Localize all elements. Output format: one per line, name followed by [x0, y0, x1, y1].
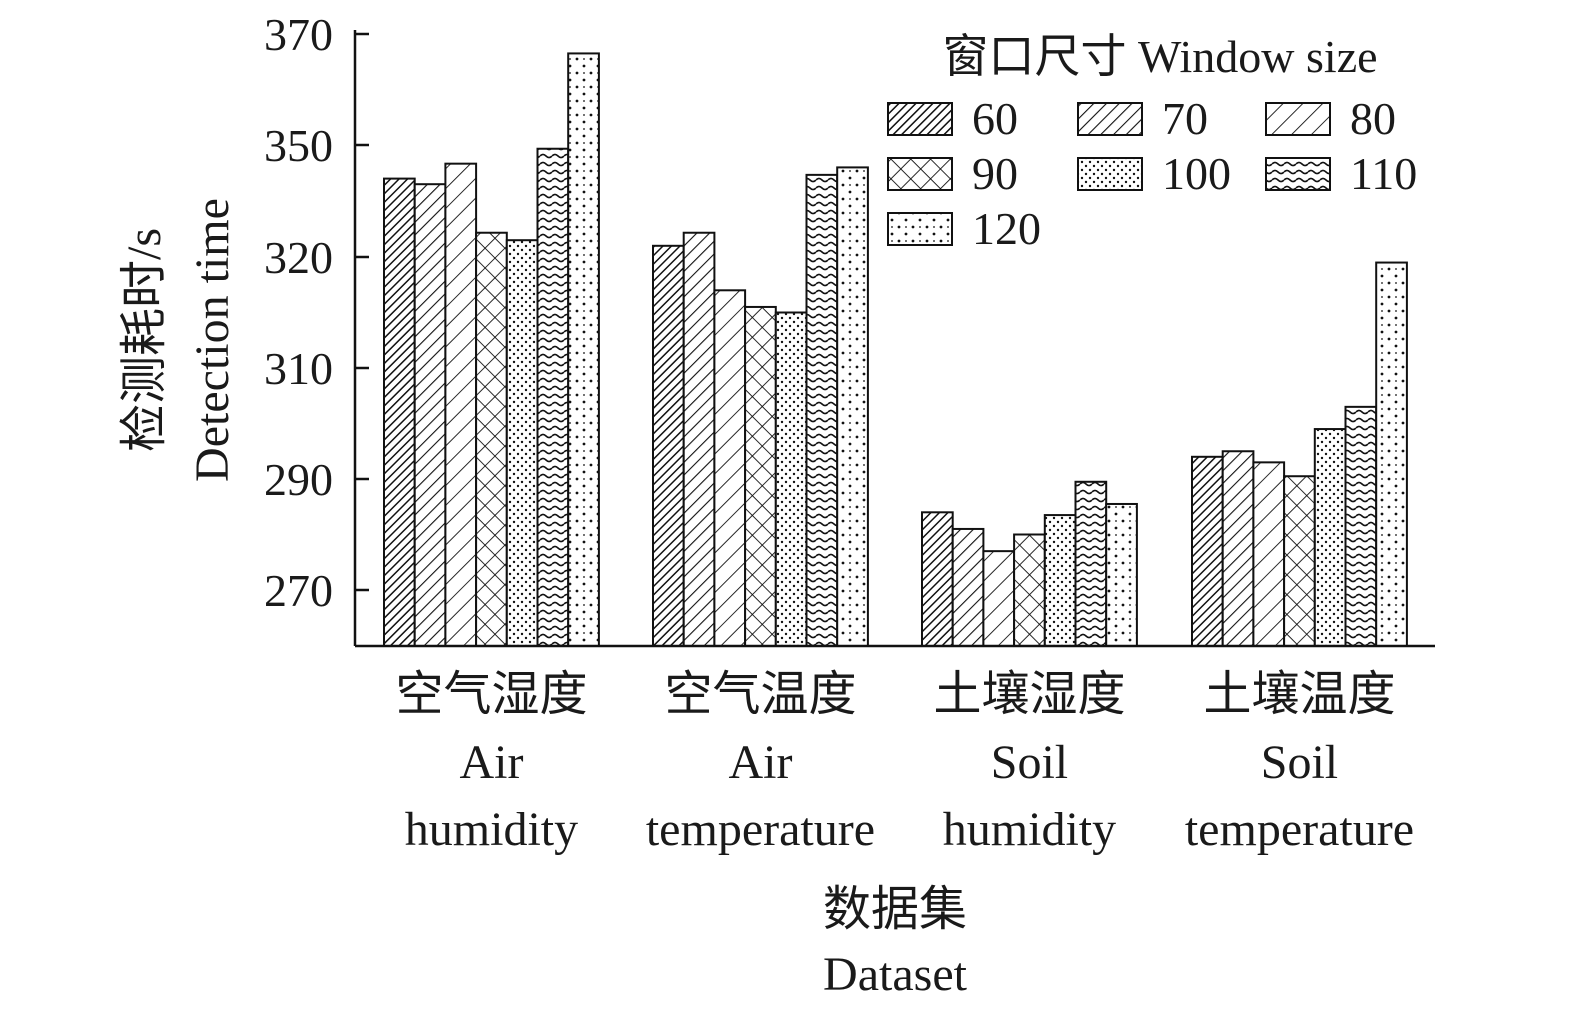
- legend-title: 窗口尺寸 Window size: [942, 31, 1377, 82]
- legend: 窗口尺寸 Window size 60 70 80 90 100 110 120: [887, 31, 1417, 254]
- bar-2-60: [652, 244, 685, 648]
- bar-1-100: [505, 239, 539, 647]
- bar-1-120: [567, 52, 600, 648]
- x-category-label-1-line-2: Air: [459, 736, 523, 789]
- legend-label-60: 60: [972, 93, 1018, 144]
- bar-4-90: [1283, 475, 1316, 647]
- y-axis-title: 检测耗时/s Detection time: [118, 198, 239, 482]
- y-axis-title-cn: 检测耗时/s: [118, 228, 171, 452]
- x-category-label-4-line-3: temperature: [1185, 803, 1414, 856]
- bar-2-120: [836, 166, 869, 647]
- y-ticks: 270 290 310 320 350 370: [264, 9, 369, 616]
- x-category-label-4-line-2: Soil: [1261, 736, 1338, 789]
- bar-1-60: [383, 177, 416, 647]
- legend-swatch-90: [887, 157, 953, 191]
- bar-3-110: [1074, 480, 1108, 647]
- bar-2-110: [805, 173, 839, 647]
- bar-2-80: [713, 289, 747, 647]
- bar-4-120: [1375, 261, 1408, 647]
- bar-4-80: [1252, 461, 1286, 647]
- legend-label-100: 100: [1162, 148, 1231, 199]
- x-axis-title-cn: 数据集: [823, 883, 967, 936]
- y-tick-label: 270: [264, 565, 333, 616]
- legend-swatch-60: [887, 102, 953, 136]
- x-category-label-2-line-1: 空气温度: [664, 668, 856, 721]
- bar-3-100: [1043, 514, 1077, 648]
- legend-swatch-100: [1077, 157, 1143, 191]
- legend-label-110: 110: [1350, 148, 1417, 199]
- bar-4-100: [1313, 428, 1347, 647]
- bar-1-80: [444, 162, 478, 648]
- bar-4-70: [1221, 450, 1255, 647]
- legend-label-120: 120: [972, 203, 1041, 254]
- x-category-label-2-line-3: temperature: [646, 803, 875, 856]
- y-tick-label: 310: [264, 343, 333, 394]
- bar-3-80: [982, 550, 1016, 648]
- bar-1-70: [413, 183, 447, 647]
- x-category-label-3-line-1: 土壤湿度: [933, 668, 1125, 721]
- x-category-labels: 空气湿度 Air humidity 空气温度 Air temperature 土壤湿度 Soi…: [395, 668, 1414, 856]
- legend-label-90: 90: [972, 148, 1018, 199]
- x-category-label-1-line-1: 空气湿度: [395, 668, 587, 721]
- x-category-label-3-line-2: Soil: [991, 736, 1068, 789]
- x-axis-title: 数据集 Dataset: [823, 883, 968, 1001]
- legend-swatch-110: [1265, 157, 1331, 191]
- bar-3-90: [1013, 533, 1046, 647]
- x-category-label-1-line-3: humidity: [405, 803, 578, 856]
- x-category-label-4-line-1: 土壤温度: [1203, 668, 1395, 721]
- legend-label-70: 70: [1162, 93, 1208, 144]
- legend-items: 60 70 80 90 100 110 120: [887, 93, 1417, 254]
- y-axis-title-en: Detection time: [186, 198, 239, 482]
- bar-4-60: [1191, 455, 1224, 647]
- bar-4-110: [1344, 405, 1378, 647]
- bar-1-110: [536, 147, 570, 647]
- y-tick-label: 290: [264, 454, 333, 505]
- x-axis-title-en: Dataset: [823, 948, 968, 1001]
- bar-3-120: [1105, 502, 1138, 647]
- legend-swatch-120: [887, 212, 953, 246]
- axes-layer: [353, 30, 1435, 648]
- y-tick-label: 350: [264, 120, 333, 171]
- bar-2-70: [682, 231, 716, 647]
- legend-swatch-80: [1265, 102, 1331, 136]
- y-tick-label: 320: [264, 232, 333, 283]
- legend-label-80: 80: [1350, 93, 1396, 144]
- bar-3-60: [921, 511, 954, 647]
- x-category-label-2-line-2: Air: [728, 736, 792, 789]
- bar-2-100: [774, 311, 808, 647]
- bars-layer: [383, 52, 1408, 648]
- legend-swatch-70: [1077, 102, 1143, 136]
- bar-1-90: [475, 231, 508, 647]
- y-tick-label: 370: [264, 9, 333, 60]
- bar-2-90: [744, 305, 777, 647]
- bar-3-70: [951, 527, 985, 648]
- x-category-label-3-line-3: humidity: [943, 803, 1116, 856]
